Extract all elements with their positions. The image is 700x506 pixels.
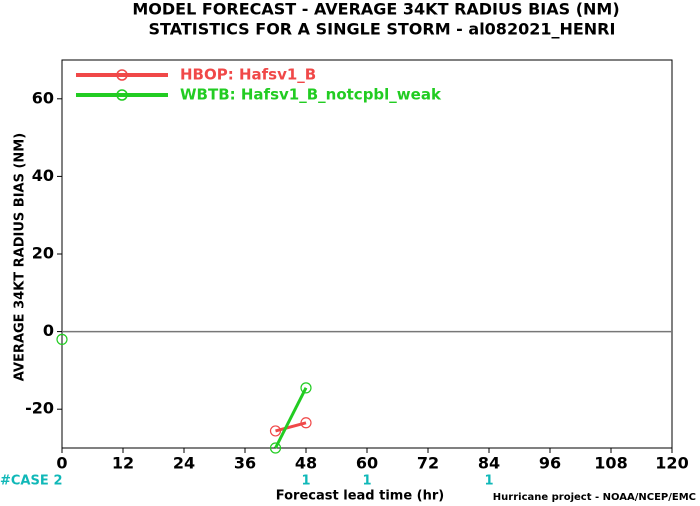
case-label: #CASE <box>0 474 49 489</box>
point-marker <box>269 425 282 437</box>
case-count: 1 <box>362 474 371 489</box>
footer: Hurricane project - NOAA/NCEP/EMC <box>493 492 696 503</box>
case-count: 1 <box>484 474 493 489</box>
x-tick-label: 120 <box>655 454 688 473</box>
chart-title: MODEL FORECAST - AVERAGE 34KT RADIUS BIA… <box>132 0 619 19</box>
point-marker <box>269 442 282 454</box>
y-tick-label: 60 <box>32 88 54 107</box>
x-axis-label: Forecast lead time (hr) <box>276 489 444 504</box>
y-tick-label: 0 <box>43 321 54 340</box>
x-tick-label: 48 <box>295 454 317 473</box>
legend-marker <box>116 69 128 81</box>
y-tick-label: 40 <box>32 166 54 185</box>
legend-marker <box>116 89 128 101</box>
point-marker <box>56 333 68 345</box>
chart-subtitle: STATISTICS FOR A SINGLE STORM - al082021… <box>149 20 616 39</box>
x-tick-label: 0 <box>56 454 67 473</box>
y-tick-label: 20 <box>32 244 54 263</box>
x-tick-label: 24 <box>173 454 195 473</box>
series-line <box>274 387 308 449</box>
x-tick-label: 72 <box>417 454 439 473</box>
y-tick-label: -20 <box>25 399 54 418</box>
x-tick-label: 60 <box>356 454 378 473</box>
x-tick-label: 96 <box>539 454 561 473</box>
x-tick-label: 36 <box>234 454 256 473</box>
point-marker <box>300 382 312 394</box>
case-count: 1 <box>301 474 310 489</box>
legend-label: HBOP: Hafsv1_B <box>180 66 316 84</box>
x-tick-label: 108 <box>594 454 627 473</box>
legend-label: WBTB: Hafsv1_B_notcpbl_weak <box>180 86 442 104</box>
case-count: 2 <box>53 474 62 489</box>
plot-frame <box>61 59 673 449</box>
x-tick-label: 84 <box>478 454 500 473</box>
y-axis-label: AVERAGE 34KT RADIUS BIAS (NM) <box>13 133 28 381</box>
x-tick-label: 12 <box>112 454 134 473</box>
point-marker <box>300 417 312 429</box>
